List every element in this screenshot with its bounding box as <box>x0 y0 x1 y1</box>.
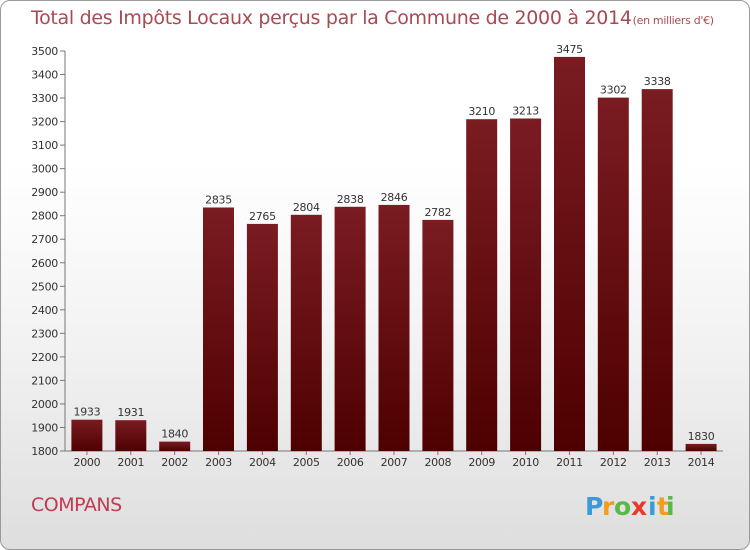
bar <box>159 441 191 451</box>
bars: 1933 1931 1840 2835 2765 2804 2838 2846 2782 3210… <box>71 43 717 452</box>
y-tick-label: 3100 <box>31 139 58 152</box>
bar-value-label: 2838 <box>337 193 364 206</box>
y-tick-label: 2100 <box>31 374 58 387</box>
bar-value-label: 3210 <box>468 105 495 118</box>
logo-letter: o <box>614 492 631 521</box>
y-tick-label: 2700 <box>31 233 58 246</box>
x-tick-label: 2007 <box>381 456 408 469</box>
x-tick-label: 2005 <box>293 456 320 469</box>
x-tick-label: 2002 <box>161 456 188 469</box>
bar-value-label: 1933 <box>74 406 101 419</box>
x-tick-label: 2012 <box>600 456 627 469</box>
x-tick-label: 2008 <box>424 456 451 469</box>
x-tick-label: 2013 <box>644 456 671 469</box>
y-tick-label: 1900 <box>31 421 58 434</box>
logo-letter: P <box>585 492 603 521</box>
logo-letter: r <box>602 492 615 521</box>
bar-value-label: 2804 <box>293 201 320 214</box>
y-tick-label: 2000 <box>31 398 58 411</box>
y-tick-label: 2300 <box>31 327 58 340</box>
bar <box>641 89 673 451</box>
y-tick-label: 2400 <box>31 304 58 317</box>
chart-unit-note: (en milliers d'€) <box>632 14 714 27</box>
logo-letter: x <box>631 492 647 521</box>
x-tick-label: 2010 <box>512 456 539 469</box>
bar-value-label: 2765 <box>249 210 276 223</box>
bar-value-label: 3475 <box>556 43 583 56</box>
bar <box>115 420 147 451</box>
x-tick-label: 2009 <box>468 456 495 469</box>
bar <box>378 204 410 451</box>
x-tick-label: 2001 <box>117 456 144 469</box>
y-tick-label: 1800 <box>31 445 58 458</box>
bar-value-label: 2846 <box>381 191 408 204</box>
bar-value-label: 2782 <box>424 206 451 219</box>
logo-letter: t <box>657 492 669 521</box>
y-tick-label: 2900 <box>31 186 58 199</box>
bar-value-label: 3338 <box>644 75 671 88</box>
bar <box>597 97 629 451</box>
x-tick-label: 2003 <box>205 456 232 469</box>
bar <box>334 206 366 451</box>
bar <box>203 207 234 451</box>
bar-value-label: 3213 <box>512 105 539 118</box>
bar-value-label: 1830 <box>688 430 715 443</box>
x-tick-label: 2004 <box>249 456 276 469</box>
y-axis: 1800 1900 2000 2100 2200 2300 2400 2500 2600 2700… <box>31 45 723 458</box>
bar <box>71 419 103 451</box>
x-axis: 2000 2001 2002 2003 2004 2005 2006 2007 2008 2009… <box>74 451 715 469</box>
bar-value-label: 1840 <box>161 428 188 441</box>
y-tick-label: 3200 <box>31 116 58 129</box>
bar-value-label: 2835 <box>205 193 232 206</box>
logo-letter: i <box>648 492 657 521</box>
logo-letter: i <box>666 492 675 521</box>
y-tick-label: 3500 <box>31 45 58 58</box>
y-tick-label: 2600 <box>31 257 58 270</box>
x-tick-label: 2011 <box>556 456 583 469</box>
proxiti-logo: Pr o x i ti <box>585 492 675 521</box>
bar-value-label: 1931 <box>117 406 144 419</box>
y-tick-label: 2200 <box>31 351 58 364</box>
x-tick-label: 2006 <box>337 456 364 469</box>
bar <box>422 219 454 451</box>
y-tick-label: 3000 <box>31 163 58 176</box>
bar <box>554 56 585 452</box>
bar <box>290 214 322 451</box>
y-tick-label: 2800 <box>31 210 58 223</box>
bar <box>685 443 717 451</box>
bar-value-label: 3302 <box>600 84 627 97</box>
bar <box>510 118 542 451</box>
y-tick-label: 2500 <box>31 280 58 293</box>
x-tick-label: 2014 <box>688 456 715 469</box>
y-tick-label: 3300 <box>31 92 58 105</box>
y-tick-label: 3400 <box>31 69 58 82</box>
bar <box>466 119 498 451</box>
chart-title-text: Total des Impôts Locaux perçus par la Co… <box>31 7 632 29</box>
bar <box>246 223 278 451</box>
x-tick-label: 2000 <box>74 456 101 469</box>
chart-title: Total des Impôts Locaux perçus par la Co… <box>31 7 714 29</box>
commune-name: COMPANS <box>31 494 122 516</box>
